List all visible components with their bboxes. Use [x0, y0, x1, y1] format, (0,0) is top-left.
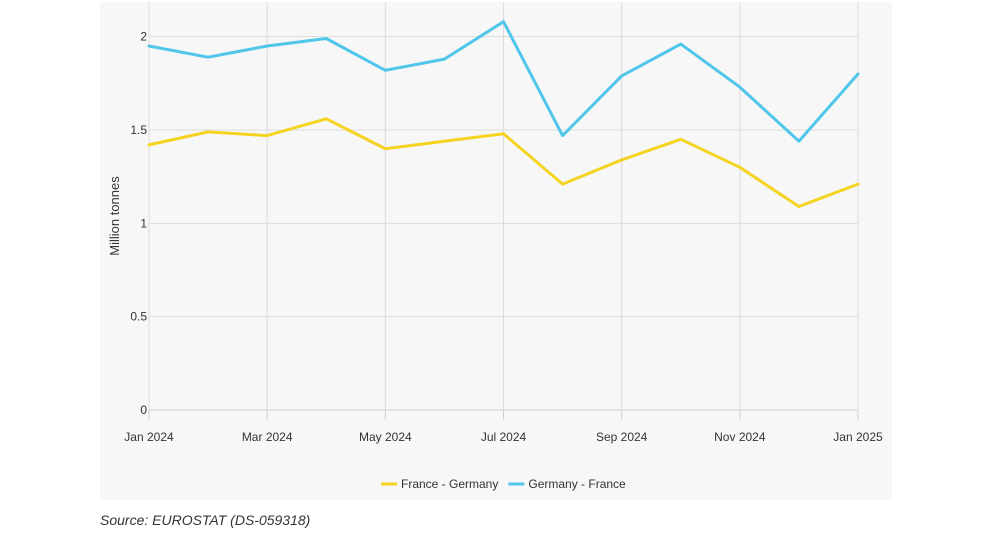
data-point[interactable]	[735, 162, 745, 172]
data-point[interactable]	[380, 65, 390, 75]
data-point[interactable]	[262, 41, 272, 51]
data-point[interactable]	[558, 131, 568, 141]
data-point[interactable]	[439, 54, 449, 64]
x-tick-label: Jan 2025	[833, 430, 883, 444]
x-tick-label: Jul 2024	[481, 430, 527, 444]
data-point[interactable]	[203, 127, 213, 137]
data-point[interactable]	[853, 69, 863, 79]
data-point[interactable]	[794, 202, 804, 212]
data-point[interactable]	[499, 17, 509, 27]
y-axis-ticks: 0 0.5 1 1.5 2	[130, 30, 147, 417]
data-point[interactable]	[558, 179, 568, 189]
series-line	[147, 117, 860, 208]
data-point[interactable]	[144, 140, 154, 150]
data-point[interactable]	[617, 71, 627, 81]
y-tick-label: 0.5	[130, 310, 147, 324]
data-point[interactable]	[262, 131, 272, 141]
data-point[interactable]	[321, 114, 331, 124]
data-point[interactable]	[794, 136, 804, 146]
data-point[interactable]	[499, 129, 509, 139]
data-point[interactable]	[144, 41, 154, 51]
y-tick-label: 0	[140, 403, 147, 417]
legend-item[interactable]: Germany - France	[508, 477, 626, 491]
x-axis-ticks: Jan 2024 Mar 2024 May 2024 Jul 2024 Sep 2024…	[124, 430, 883, 444]
data-point[interactable]	[439, 136, 449, 146]
legend[interactable]: France - Germany Germany - France	[381, 477, 626, 491]
data-point[interactable]	[853, 179, 863, 189]
data-point[interactable]	[380, 144, 390, 154]
y-tick-label: 2	[140, 30, 147, 44]
y-axis-label: Million tonnes	[107, 176, 122, 256]
series-lines	[144, 17, 863, 212]
y-tick-label: 1.5	[130, 123, 147, 137]
legend-item[interactable]: France - Germany	[381, 477, 498, 491]
data-point[interactable]	[676, 134, 686, 144]
data-point[interactable]	[676, 39, 686, 49]
source-note: Source: EUROSTAT (DS-059318)	[100, 512, 311, 528]
x-tick-label: May 2024	[359, 430, 412, 444]
chart-panel	[100, 2, 892, 500]
legend-label: France - Germany	[401, 477, 498, 491]
x-tick-label: Sep 2024	[596, 430, 648, 444]
data-point[interactable]	[617, 155, 627, 165]
legend-label: Germany - France	[528, 477, 626, 491]
y-tick-label: 1	[140, 216, 147, 230]
x-tick-label: Nov 2024	[714, 430, 766, 444]
series-line	[147, 20, 860, 143]
x-tick-label: Mar 2024	[242, 430, 293, 444]
data-point[interactable]	[203, 52, 213, 62]
x-tick-label: Jan 2024	[124, 430, 174, 444]
data-point[interactable]	[321, 34, 331, 44]
grid-lines	[148, 2, 859, 420]
data-point[interactable]	[735, 82, 745, 92]
